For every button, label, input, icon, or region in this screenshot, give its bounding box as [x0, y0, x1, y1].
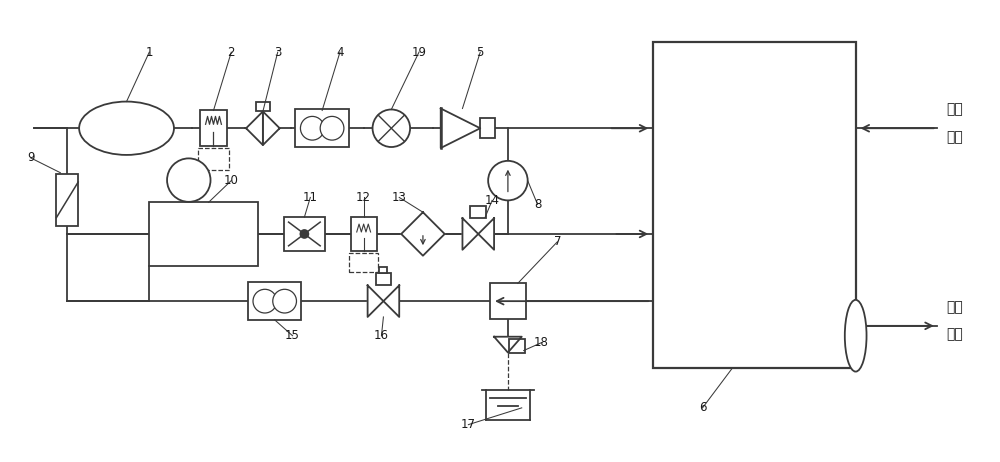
- Bar: [665, 43, 670, 368]
- Bar: [149, 202, 258, 266]
- Text: 12: 12: [356, 191, 371, 204]
- Bar: [56, 174, 78, 225]
- Bar: [295, 109, 349, 147]
- Polygon shape: [494, 337, 522, 353]
- Bar: [681, 43, 686, 368]
- Bar: [256, 102, 270, 111]
- Polygon shape: [246, 111, 263, 145]
- Bar: [351, 217, 377, 251]
- Bar: [657, 43, 662, 368]
- Bar: [690, 43, 694, 368]
- Circle shape: [167, 158, 211, 202]
- Text: 进口: 进口: [947, 130, 963, 144]
- Bar: [763, 43, 767, 368]
- Bar: [738, 43, 743, 368]
- Text: 18: 18: [534, 336, 549, 349]
- Circle shape: [300, 116, 324, 140]
- Bar: [714, 43, 718, 368]
- Text: 空气: 空气: [947, 103, 963, 116]
- Text: 7: 7: [554, 235, 561, 249]
- Polygon shape: [263, 111, 280, 145]
- Bar: [811, 43, 816, 368]
- Ellipse shape: [79, 102, 174, 155]
- Bar: [379, 267, 387, 274]
- Text: 14: 14: [485, 194, 500, 207]
- Text: 11: 11: [303, 191, 318, 204]
- Bar: [349, 253, 378, 273]
- Text: 19: 19: [411, 46, 426, 59]
- Text: 6: 6: [699, 401, 706, 414]
- Bar: [376, 274, 391, 286]
- Bar: [480, 118, 495, 138]
- Text: 出口: 出口: [947, 328, 963, 342]
- Bar: [470, 207, 486, 218]
- Text: 17: 17: [461, 418, 476, 431]
- Bar: [490, 283, 526, 319]
- Bar: [771, 43, 775, 368]
- Text: 3: 3: [274, 46, 281, 59]
- Polygon shape: [401, 212, 445, 255]
- Polygon shape: [368, 286, 383, 317]
- Circle shape: [373, 109, 410, 147]
- Circle shape: [488, 161, 528, 201]
- Bar: [803, 43, 807, 368]
- Bar: [779, 43, 783, 368]
- Bar: [787, 43, 791, 368]
- Bar: [844, 43, 848, 368]
- Text: 10: 10: [224, 174, 239, 187]
- Text: 13: 13: [392, 191, 407, 204]
- Text: 16: 16: [374, 329, 389, 342]
- Bar: [509, 339, 525, 353]
- Polygon shape: [462, 218, 478, 250]
- Bar: [706, 43, 710, 368]
- Ellipse shape: [845, 300, 867, 371]
- Text: 1: 1: [146, 46, 153, 59]
- Polygon shape: [441, 109, 480, 148]
- Bar: [746, 43, 751, 368]
- Bar: [795, 43, 799, 368]
- Bar: [198, 148, 229, 170]
- Text: 15: 15: [285, 329, 300, 342]
- Bar: [200, 110, 227, 146]
- Text: 空气: 空气: [947, 300, 963, 314]
- Polygon shape: [383, 286, 399, 317]
- Bar: [284, 217, 325, 251]
- Circle shape: [253, 289, 277, 313]
- Circle shape: [300, 230, 308, 238]
- Bar: [248, 282, 301, 320]
- Text: 8: 8: [534, 198, 541, 211]
- Bar: [754, 43, 759, 368]
- Text: 9: 9: [27, 152, 34, 164]
- Bar: [653, 43, 856, 368]
- Bar: [653, 43, 856, 368]
- Text: 4: 4: [336, 46, 344, 59]
- Bar: [819, 43, 824, 368]
- Bar: [698, 43, 702, 368]
- Bar: [835, 43, 840, 368]
- Text: 5: 5: [477, 46, 484, 59]
- Polygon shape: [478, 218, 494, 250]
- Circle shape: [320, 116, 344, 140]
- Bar: [673, 43, 678, 368]
- Bar: [827, 43, 832, 368]
- Bar: [730, 43, 735, 368]
- Text: 2: 2: [228, 46, 235, 59]
- Bar: [722, 43, 726, 368]
- Circle shape: [273, 289, 296, 313]
